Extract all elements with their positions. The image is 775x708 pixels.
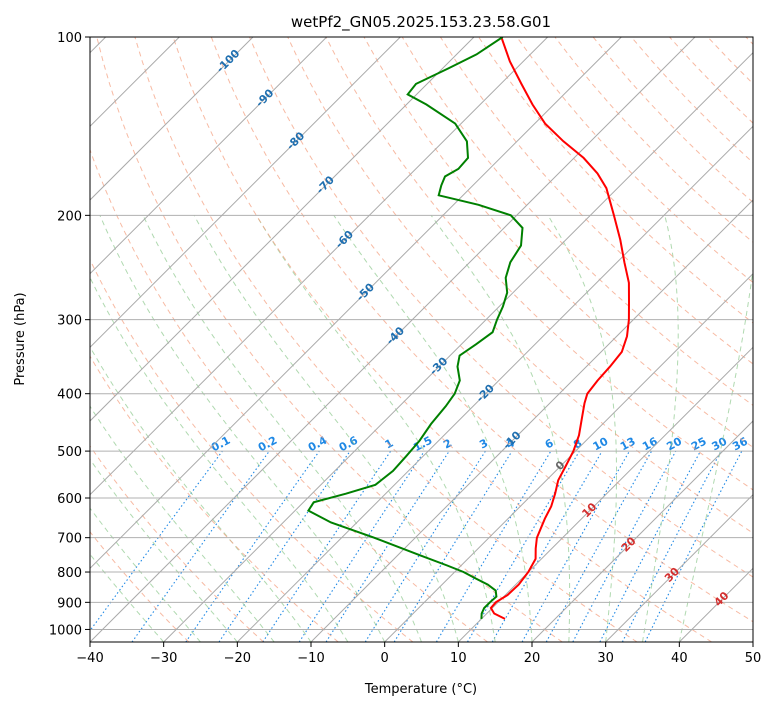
moist-adiabat [193,215,459,642]
mixing-ratio-line [298,450,425,642]
mixing-ratio-line [572,450,677,642]
dry-adiabat [90,148,488,642]
moist-adiabat [90,553,165,642]
moist-adiabat [90,345,312,642]
x-axis-ticks: −40 −30 −20 −10 0 10 20 30 40 50 [76,642,761,666]
isotherm-line [457,346,753,642]
y-tick-label: 300 [57,314,82,329]
dewpoint-profile [306,37,524,619]
moist-adiabat [678,265,753,642]
plot-frame [89,36,754,643]
chart-title: wetPf2_GN05.2025.153.23.58.G01 [291,13,551,32]
x-tick-label: 50 [745,651,762,666]
isotherm-line [310,199,753,642]
moist-adiabat [90,405,275,642]
y-tick-label: 700 [57,532,82,547]
isotherm-line [384,272,753,642]
y-axis-label: Pressure (hPa) [13,292,28,385]
temperature-line [489,37,631,620]
pressure-gridlines [90,37,753,630]
isotherm-line [605,493,753,642]
moist-adiabat [547,215,617,642]
isotherm-line [90,37,549,496]
mixing-ratio-line [393,450,513,642]
moist-adiabat [90,276,349,642]
mixing-ratio-line [545,450,653,642]
isotherm-line [90,37,328,275]
x-tick-label: −40 [76,651,103,666]
x-tick-label: −10 [297,651,324,666]
dry-adiabat [96,37,563,642]
isotherm-line [90,37,254,201]
x-tick-label: 0 [381,651,389,666]
isotherm-line [163,51,753,642]
mixing-ratio-line [521,450,630,642]
moist-adiabat [642,215,679,642]
y-tick-label: 600 [57,492,82,507]
isotherm-line [531,420,753,642]
dry-adiabat [90,445,264,642]
y-tick-label: 100 [57,31,82,46]
mixing-ratio-line [325,450,450,642]
dry-adiabat [90,531,190,642]
dry-adiabat [439,37,753,365]
dry-adiabat [172,37,712,642]
mixing-ratio-line [644,450,743,642]
temperature-profile [489,37,631,620]
isotherms [90,37,753,642]
x-axis-label: Temperature (°C) [364,682,477,697]
dry-adiabat [516,37,753,284]
mixing-ratio-label: 30 [710,435,730,454]
dry-adiabat [401,37,753,406]
x-tick-label: −30 [150,651,177,666]
isotherm-line [236,125,753,642]
mixing-ratio-label: 10 [591,435,611,454]
isotherm-line [90,37,622,570]
x-tick-label: 20 [524,651,541,666]
y-tick-label: 900 [57,596,82,611]
moist-adiabat [333,215,533,642]
mixing-ratio-line [131,450,270,642]
dewpoint-line [306,37,524,619]
moist-adiabat [90,458,238,642]
dry-adiabat [90,355,339,642]
isotherm-line [90,37,696,642]
isotherm-line [90,37,401,349]
dry-adiabat [134,37,638,642]
y-tick-label: 1000 [49,623,82,638]
y-tick-label: 800 [57,566,82,581]
dry-adiabat [249,37,753,578]
mixing-ratio-line [185,450,320,642]
y-axis-ticks: 100 200 300 400 500 600 700 800 900 1000 [49,31,90,638]
isotherm-line [90,37,475,422]
mixing-ratio-line [218,450,351,642]
y-tick-label: 200 [57,209,82,224]
x-tick-label: 10 [450,651,467,666]
mixing-ratio-label: 20 [664,435,684,454]
x-tick-label: 30 [597,651,614,666]
moist-adiabat [142,215,422,642]
x-tick-label: −20 [224,651,251,666]
mixing-ratio-label: 16 [640,435,660,454]
y-tick-label: 400 [57,388,82,403]
mixing-ratio-line [90,450,223,632]
mixing-ratio-line [262,450,392,642]
y-tick-label: 500 [57,445,82,460]
dry-adiabat [210,37,753,623]
x-tick-label: 40 [671,651,688,666]
